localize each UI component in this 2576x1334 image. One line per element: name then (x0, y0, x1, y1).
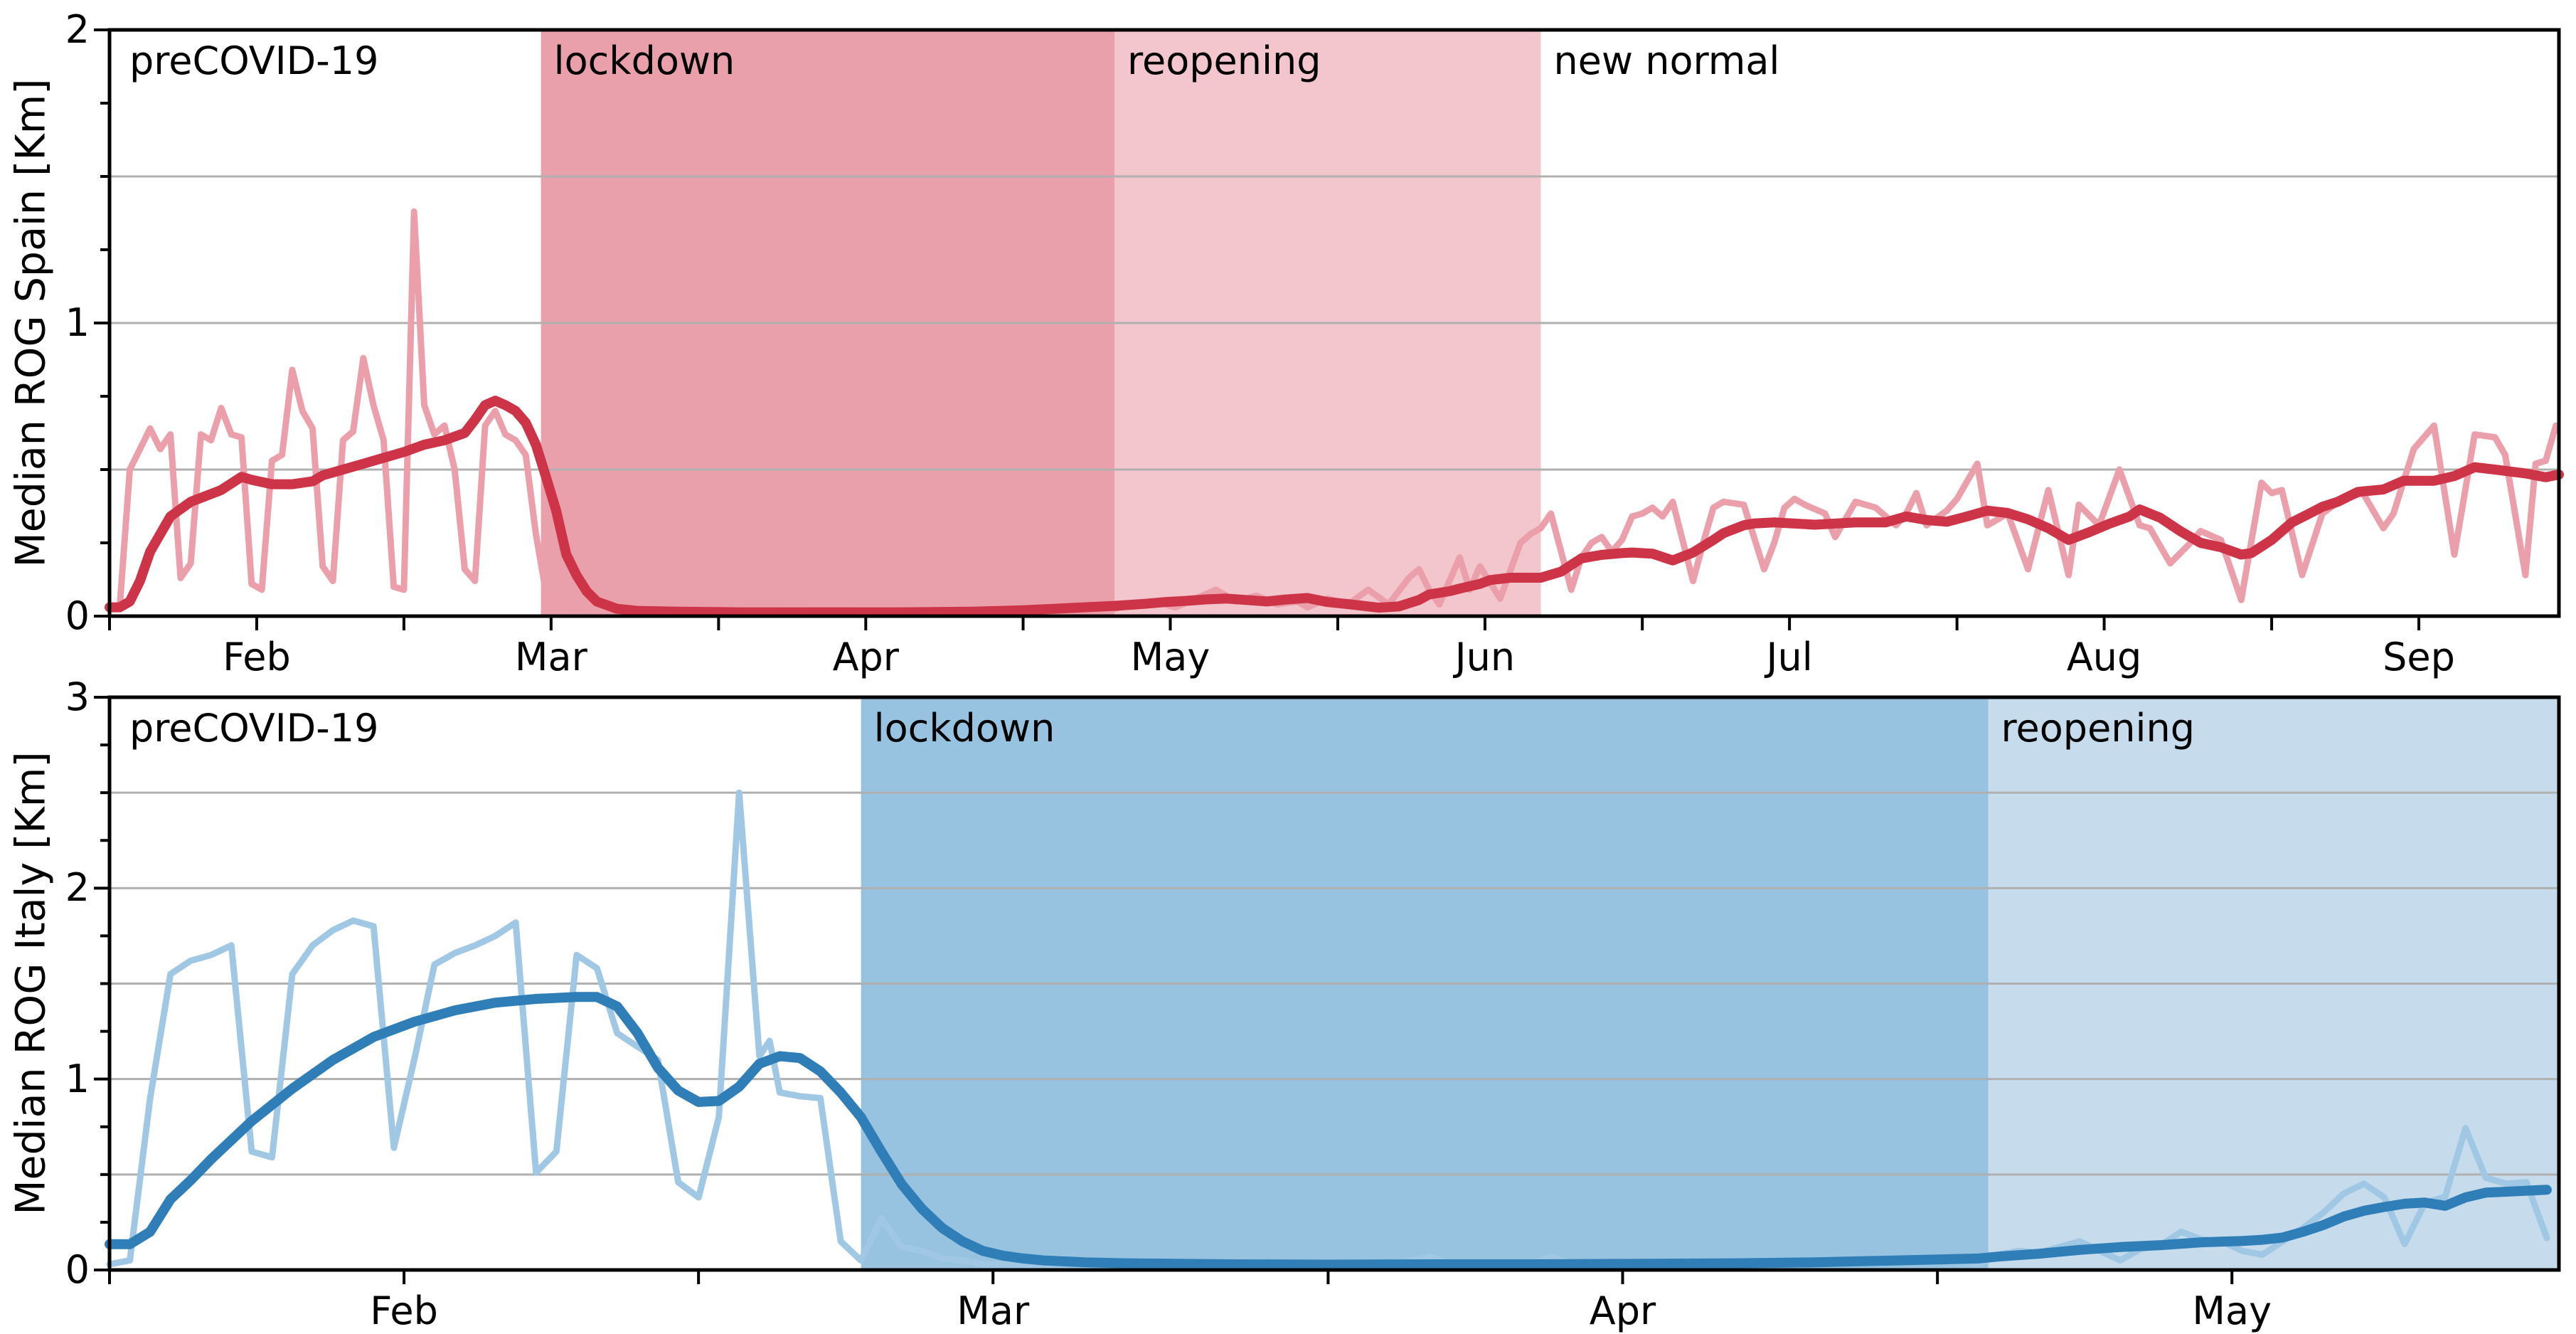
y-tick-label: 0 (65, 593, 90, 638)
plot-frame (107, 695, 2561, 1272)
region-label-preCOVID-19: preCOVID-19 (129, 706, 379, 751)
y-tick-label: 0 (65, 1247, 90, 1292)
x-tick-label-may: May (2192, 1288, 2272, 1333)
x-tick-label-jun: Jun (1454, 635, 1516, 679)
region-label-lockdown: lockdown (873, 706, 1055, 751)
y-axis-title-italy: Median ROG Italy [Km] (7, 751, 55, 1215)
y-tick-label: 2 (65, 7, 90, 52)
region-label-reopening: reopening (1127, 38, 1321, 83)
series-smoothed (105, 396, 2564, 618)
x-tick-label-jul: Jul (1766, 635, 1813, 679)
plot-area-italy (94, 695, 2561, 1284)
x-tick-label-mar: Mar (514, 635, 587, 679)
x-tick-label-feb: Feb (223, 635, 291, 679)
region-label-preCOVID-19: preCOVID-19 (129, 38, 379, 83)
y-tick-label: 1 (65, 300, 90, 345)
y-tick-label: 1 (65, 1056, 90, 1101)
region-label-reopening: reopening (2001, 706, 2196, 751)
x-tick-label-apr: Apr (832, 635, 900, 679)
region-label-new-normal: new normal (1553, 38, 1780, 83)
series-smoothed (105, 992, 2552, 1270)
plot-area-spain (94, 28, 2564, 630)
plot-frame (107, 28, 2561, 618)
x-tick-label-aug: Aug (2066, 635, 2142, 679)
gridlines (110, 175, 2559, 471)
x-tick-label-sep: Sep (2383, 635, 2455, 679)
region-label-lockdown: lockdown (553, 38, 735, 83)
series-daily (106, 208, 2560, 615)
x-tick-label-feb: Feb (370, 1288, 438, 1333)
y-tick-label: 3 (65, 674, 90, 719)
x-tick-label-mar: Mar (957, 1288, 1030, 1333)
x-tick-label-apr: Apr (1589, 1288, 1656, 1333)
y-tick-label: 2 (65, 865, 90, 911)
tick-marks (94, 696, 2234, 1284)
x-tick-label-may: May (1130, 635, 1210, 679)
